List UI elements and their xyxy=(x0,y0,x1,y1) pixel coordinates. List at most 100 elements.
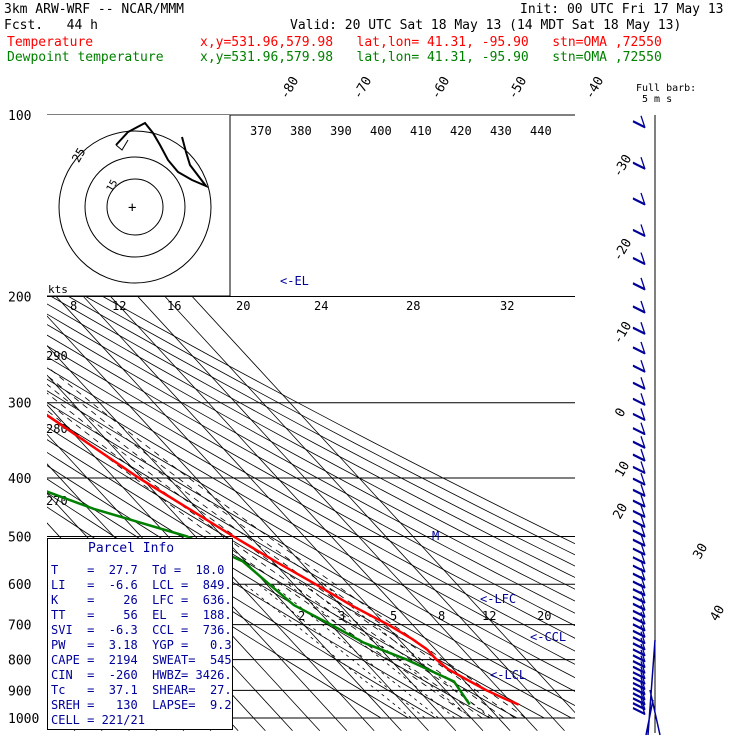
parcel-row: T = 27.7 Td = 18.0 xyxy=(51,563,225,577)
dry-adiabat-label: 280 xyxy=(46,422,68,436)
isotherm-label: 40 xyxy=(707,603,728,624)
dry-adiabat xyxy=(47,390,575,692)
parcel-row: K = 26 LFC = 636. xyxy=(51,593,232,607)
wind-barb xyxy=(632,377,646,390)
parcel-row: TT = 56 EL = 188. xyxy=(51,608,232,622)
wind-barb xyxy=(632,494,646,508)
dry-adiabat xyxy=(47,356,575,652)
mixing-ratio-line xyxy=(258,583,426,719)
isotherm-label: -70 xyxy=(350,74,375,102)
isotherm-line xyxy=(47,404,348,732)
mixing-ratio-label: 3 xyxy=(338,609,345,623)
wind-barb xyxy=(632,542,646,556)
dewpoint-legend: Dewpoint temperature xyxy=(7,50,164,65)
parcel-row: CAPE = 2194 SWEAT= 545 xyxy=(51,653,232,667)
wind-barb xyxy=(632,393,646,406)
mixing-ratio-line xyxy=(271,583,439,719)
parcel-row: SREH = 130 LAPSE= 9.2 xyxy=(51,698,232,712)
dry-adiabat xyxy=(47,264,575,545)
dry-adiabat xyxy=(47,345,575,639)
isotherm-label: 10 xyxy=(612,459,633,480)
moist-adiabat xyxy=(47,409,472,719)
moist-adiabat xyxy=(47,401,483,719)
isotherm-label: 0 xyxy=(612,406,629,420)
hodograph-trace xyxy=(115,121,210,189)
hodograph-panel xyxy=(47,115,230,296)
wind-barb xyxy=(632,515,646,529)
wind-barb xyxy=(632,484,646,497)
dry-adiabat xyxy=(47,293,575,578)
dry-adiabat xyxy=(47,324,575,614)
isotherm-label: -40 xyxy=(582,74,607,102)
wind-barb xyxy=(632,461,646,475)
wind-barb xyxy=(632,341,646,355)
isotherm-label: -80 xyxy=(277,74,302,102)
isotherm-line xyxy=(47,285,457,732)
parcel-info-title: Parcel Info xyxy=(88,541,175,556)
hodograph-ring xyxy=(106,178,164,236)
speed-scale-label: 20 xyxy=(236,299,250,313)
parcel-row: CIN = -260 HWBZ= 3426. xyxy=(51,668,232,682)
level-annotation: M xyxy=(432,529,439,543)
isotherm-label: 20 xyxy=(610,501,631,522)
hodograph-ring-label: 25 xyxy=(69,145,88,165)
wind-barb xyxy=(632,300,646,314)
temperature-profile xyxy=(47,413,520,706)
moist-adiabat xyxy=(47,392,494,719)
temperature-location: x,y=531.96,579.98 lat,lon= 41.31, -95.90… xyxy=(200,35,662,50)
speed-scale-label: 8 xyxy=(70,299,77,313)
wind-barb xyxy=(632,436,646,449)
wind-barb xyxy=(632,559,646,573)
dry-adiabat xyxy=(47,414,572,719)
init-time: Init: 00 UTC Fri 17 May 13 xyxy=(520,2,724,17)
speed-scale-label: 28 xyxy=(406,299,420,313)
pressure-tick-label: 600 xyxy=(8,578,31,593)
moist-adiabat xyxy=(47,374,515,719)
pressure-tick-label: 300 xyxy=(8,397,31,412)
speed-scale-label: 16 xyxy=(167,299,181,313)
parcel-info-panel: Parcel Info T = 27.7 Td = 18.0 LI = -6.6… xyxy=(47,538,233,730)
wind-barb xyxy=(632,422,646,436)
wind-barb xyxy=(632,359,646,373)
dry-adiabat-label: 400 xyxy=(370,124,392,138)
parcel-row: Tc = 37.1 SHEAR= 27. xyxy=(51,683,232,697)
pressure-tick-label: 400 xyxy=(8,472,31,487)
hodograph-ring xyxy=(58,130,212,284)
isotherm-label: -60 xyxy=(428,74,453,102)
pressure-tick-label: 1000 xyxy=(8,712,39,727)
wind-barb xyxy=(632,157,646,170)
level-annotation: <-CCL xyxy=(530,630,566,644)
mixing-ratio-line xyxy=(244,583,412,719)
isotherm-label: 30 xyxy=(690,541,711,562)
dry-adiabat xyxy=(47,313,575,602)
full-barb-label: Full barb: xyxy=(636,83,697,94)
pressure-tick-label: 800 xyxy=(8,654,31,669)
wind-barb xyxy=(632,568,646,581)
parcel-row: LI = -6.6 LCL = 849. xyxy=(51,578,232,592)
isotherm-label: -30 xyxy=(610,152,635,180)
wind-barb xyxy=(632,505,646,519)
level-annotation: <-LCL xyxy=(490,668,526,682)
wind-barb xyxy=(632,575,646,589)
dry-adiabat-label: 430 xyxy=(490,124,512,138)
speed-scale-label: 24 xyxy=(314,299,328,313)
wind-barb xyxy=(632,252,646,266)
isotherm-label: -10 xyxy=(610,319,635,347)
dry-adiabat xyxy=(47,283,575,567)
wind-barb xyxy=(632,322,646,335)
level-annotation: <-LFC xyxy=(480,592,516,606)
dry-adiabat xyxy=(47,334,575,627)
mixing-ratio-label: 5 xyxy=(390,609,397,623)
forecast-hour: Fcst. 44 h xyxy=(4,18,98,33)
dewpoint-location: x,y=531.96,579.98 lat,lon= 41.31, -95.90… xyxy=(200,50,662,65)
temperature-legend: Temperature xyxy=(7,35,94,50)
isotherm-line xyxy=(47,226,511,732)
dry-adiabat-label: 290 xyxy=(46,349,68,363)
model-title: 3km ARW-WRF -- NCAR/MMM xyxy=(4,2,185,17)
level-annotation: <-EL xyxy=(280,274,309,288)
dry-adiabat-label: 370 xyxy=(250,124,272,138)
mixing-ratio-label: 2 xyxy=(298,609,305,623)
hodograph-ring-label: 15 xyxy=(105,178,121,194)
wind-barb xyxy=(632,277,646,291)
